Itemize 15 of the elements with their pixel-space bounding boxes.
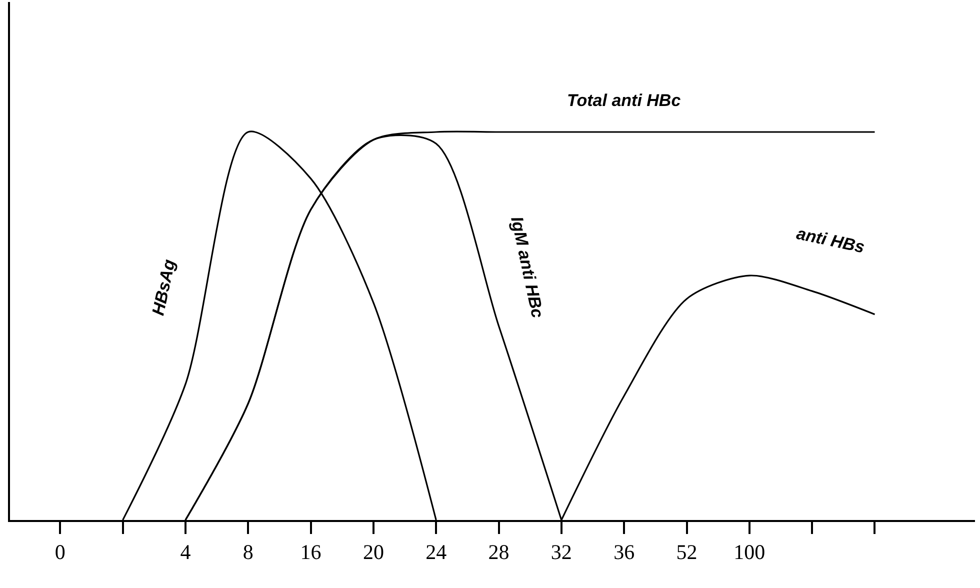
x-tick-label: 16 [300, 540, 322, 564]
text: IgM anti HBc [507, 214, 548, 320]
text: anti HBs [794, 224, 866, 257]
x-tick-label: 100 [734, 540, 766, 564]
x-tick-label: 36 [614, 540, 635, 564]
x-tick-label: 0 [54, 540, 66, 564]
text: HBsAg [148, 257, 180, 318]
x-tick-label: 28 [488, 540, 510, 564]
x-tick-label: 32 [550, 540, 572, 564]
x-tick-label: 52 [676, 540, 698, 564]
x-tick-label: 24 [426, 540, 448, 564]
x-tick-label: 4 [180, 540, 192, 564]
series-label: Total anti HBc [567, 91, 682, 110]
x-tick-label: 20 [362, 540, 384, 564]
x-tick-label: 8 [242, 540, 254, 564]
